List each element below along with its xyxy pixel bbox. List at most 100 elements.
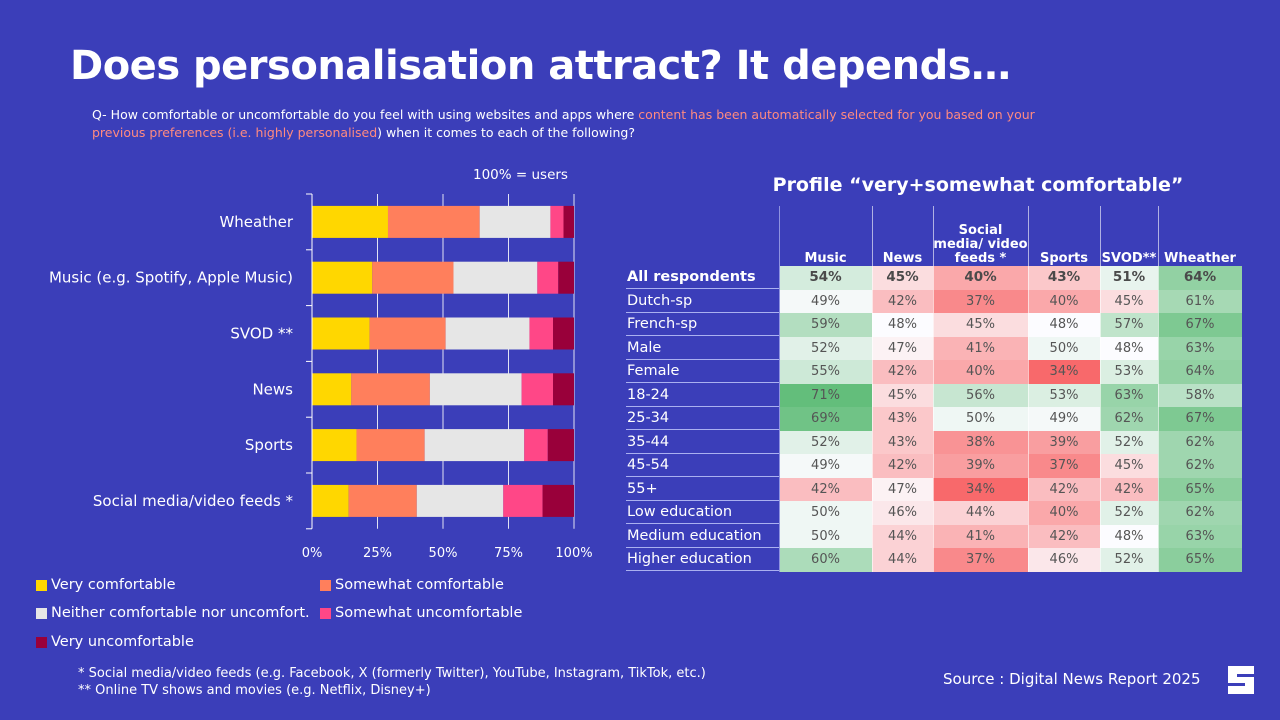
table-cell: 64% (1158, 360, 1242, 384)
table-cell: 52% (779, 336, 872, 360)
table-cell: 49% (1028, 407, 1100, 431)
bar-segment (563, 205, 574, 238)
table-cell: 42% (872, 360, 933, 384)
bar-segment (312, 484, 349, 517)
legend-swatch-icon (320, 579, 331, 591)
legend-item: Neither comfortable nor uncomfort. (36, 605, 310, 621)
table-cell: 37% (933, 548, 1028, 572)
column-header-label: Wheather (1164, 251, 1236, 266)
table-cell: 45% (933, 313, 1028, 337)
table-cell: 60% (779, 548, 872, 572)
table-cell: 40% (1028, 289, 1100, 313)
column-divider (1158, 206, 1159, 572)
table-cell: 48% (872, 313, 933, 337)
table-cell: 52% (1100, 548, 1158, 572)
column-header: Music (779, 206, 872, 269)
column-header: SVOD** (1100, 206, 1158, 269)
bar-segment (372, 261, 454, 294)
legend-label: Somewhat comfortable (335, 577, 504, 593)
table-cell: 38% (933, 430, 1028, 454)
table-cell: 62% (1158, 501, 1242, 525)
category-labels: Wheather Music (e.g. Spotify, Apple Music… (49, 213, 294, 510)
column-header: News (872, 206, 933, 269)
row-label: Medium education (626, 525, 779, 548)
table-cell: 49% (779, 289, 872, 313)
table-cell: 53% (1028, 383, 1100, 407)
table-cell: 49% (779, 454, 872, 478)
table-cell: 67% (1158, 313, 1242, 337)
table-cell: 44% (933, 501, 1028, 525)
bar-segment (547, 429, 574, 462)
bar-segment (553, 373, 574, 406)
table-cell: 40% (1028, 501, 1100, 525)
column-header-label: SVOD** (1101, 251, 1157, 266)
column-header-label: Sports (1040, 251, 1088, 266)
column-divider (1100, 206, 1101, 572)
table-cell: 59% (779, 313, 872, 337)
table-cell: 55% (779, 360, 872, 384)
table-cell: 45% (872, 266, 933, 290)
column-header: Wheather (1158, 206, 1242, 269)
bar-segment (537, 261, 559, 294)
row-label: Dutch-sp (626, 290, 779, 313)
table-cell: 42% (872, 454, 933, 478)
table-cell: 41% (933, 524, 1028, 548)
table-cell: 48% (1028, 313, 1100, 337)
table-cell: 62% (1158, 430, 1242, 454)
table-cell: 52% (1100, 501, 1158, 525)
bar-segment (429, 373, 522, 406)
bars (312, 205, 574, 517)
bar-segment (521, 373, 554, 406)
table-cell: 57% (1100, 313, 1158, 337)
grid-lines (377, 194, 575, 529)
brand-logo-icon (1228, 666, 1254, 694)
row-label: 35-44 (626, 431, 779, 454)
table-cell: 63% (1100, 383, 1158, 407)
table-cell: 65% (1158, 477, 1242, 501)
x-tick-label: 75% (494, 546, 523, 561)
question-text: Q- How comfortable or uncomfortable do y… (92, 107, 639, 122)
profile-table: Music News Social media/ video feeds * Spor… (626, 206, 1242, 572)
table-cell: 71% (779, 383, 872, 407)
table-cell: 40% (933, 266, 1028, 290)
row-label: 18-24 (626, 384, 779, 407)
slide-title: Does personalisation attract? It depends… (70, 43, 1011, 89)
bar-segment (550, 205, 564, 238)
table-cell: 53% (1100, 360, 1158, 384)
table-cell: 42% (1100, 477, 1158, 501)
table-cell: 56% (933, 383, 1028, 407)
table-cell: 52% (779, 430, 872, 454)
legend-label: Somewhat uncomfortable (335, 605, 523, 621)
table-cell: 45% (872, 383, 933, 407)
table-cell: 64% (1158, 266, 1242, 290)
table-cell: 65% (1158, 548, 1242, 572)
column-header: Social media/ video feeds * (933, 206, 1028, 269)
table-cell: 62% (1100, 407, 1158, 431)
category-label: Sports (245, 436, 293, 454)
x-tick-label: 0% (302, 546, 323, 561)
table-cell: 46% (872, 501, 933, 525)
legend-swatch-icon (320, 607, 331, 619)
table-cell: 52% (1100, 430, 1158, 454)
column-header: Sports (1028, 206, 1100, 269)
bar-segment (312, 373, 352, 406)
column-divider (872, 206, 873, 572)
table-cell: 48% (1100, 524, 1158, 548)
bar-segment (351, 373, 430, 406)
row-label: French-sp (626, 313, 779, 336)
column-divider (779, 206, 780, 572)
footnote-social: * Social media/video feeds (e.g. Faceboo… (78, 666, 706, 681)
legend-item: Somewhat comfortable (320, 577, 504, 593)
x-tick-label: 25% (363, 546, 392, 561)
table-cell: 47% (872, 477, 933, 501)
table-cell: 62% (1158, 454, 1242, 478)
row-label: All respondents (626, 266, 779, 289)
legend-item: Very comfortable (36, 577, 176, 593)
category-label: Music (e.g. Spotify, Apple Music) (49, 269, 293, 287)
table-cell: 48% (1100, 336, 1158, 360)
legend-label: Neither comfortable nor uncomfort. (51, 605, 310, 621)
axis: 0% 25% 50% 75% 100% (302, 193, 593, 561)
table-cell: 43% (872, 407, 933, 431)
table-cell: 45% (1100, 454, 1158, 478)
question-highlight: content has been automatically selected … (92, 107, 1035, 140)
